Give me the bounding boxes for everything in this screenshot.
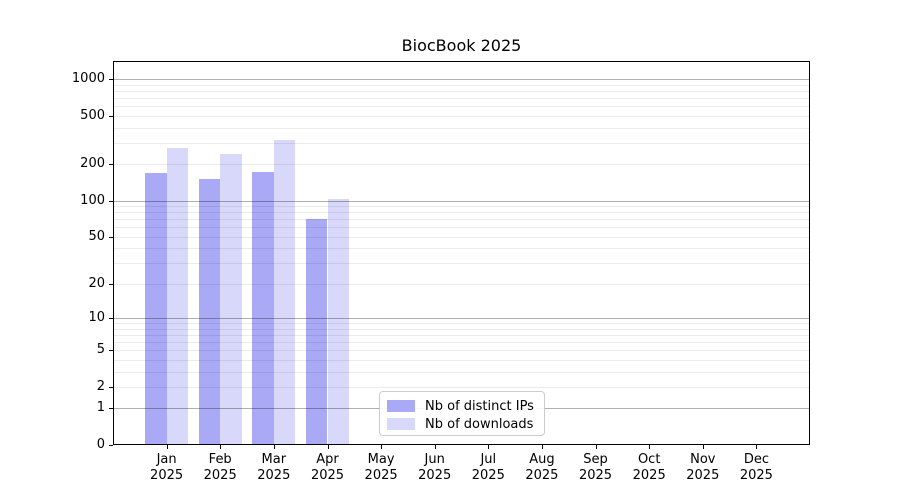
y-tick-label: 2 — [96, 378, 105, 394]
y-tick-label: 10 — [88, 310, 105, 326]
y-tick — [109, 386, 113, 388]
legend-label: Nb of distinct IPs — [425, 398, 534, 414]
x-tick-label-nov: Nov 2025 — [686, 452, 720, 483]
y-tick — [109, 408, 113, 410]
y-tick — [109, 236, 113, 238]
y-tick — [109, 115, 113, 117]
x-tick-label-sep: Sep 2025 — [578, 452, 613, 483]
legend-swatch-downloads — [387, 418, 415, 430]
y-tick-label: 1 — [96, 400, 105, 416]
gridline — [113, 84, 810, 86]
gridline — [113, 91, 810, 92]
bar-nb-of-downloads-jan — [166, 148, 188, 445]
y-tick-label: 5 — [96, 342, 105, 358]
gridline — [113, 127, 810, 129]
legend-item: Nb of distinct IPs — [387, 397, 537, 415]
x-tick — [756, 445, 758, 449]
bar-nb-of-downloads-mar — [273, 139, 296, 445]
y-tick-label: 500 — [80, 107, 105, 123]
y-tick — [109, 164, 113, 166]
bar-nb-of-downloads-feb — [220, 153, 242, 445]
x-tick-label-jul: Jul 2025 — [471, 452, 505, 483]
x-tick — [488, 445, 490, 449]
x-tick-label-aug: Aug 2025 — [525, 452, 559, 483]
y-tick-label: 200 — [80, 156, 105, 172]
gridline — [113, 142, 810, 144]
y-tick-label: 1000 — [71, 71, 105, 87]
gridline — [113, 106, 810, 108]
gridline — [113, 98, 810, 100]
chart-title: BiocBook 2025 — [401, 36, 522, 55]
x-tick-label-may: May 2025 — [364, 452, 398, 483]
x-tick — [381, 445, 383, 449]
y-tick-label: 50 — [88, 228, 105, 244]
bar-nb-of-distinct-ips-feb — [198, 179, 221, 445]
y-tick-label: 0 — [96, 437, 105, 452]
x-tick-label-apr: Apr 2025 — [310, 452, 345, 483]
x-tick — [327, 445, 329, 449]
x-tick-label-feb: Feb 2025 — [203, 452, 237, 483]
x-tick — [166, 445, 168, 449]
bar-nb-of-distinct-ips-jan — [145, 172, 167, 445]
gridline — [113, 79, 810, 81]
y-tick-label: 100 — [80, 192, 105, 208]
y-tick — [109, 200, 113, 202]
x-tick-label-mar: Mar 2025 — [257, 452, 291, 483]
y-tick — [109, 350, 113, 352]
x-tick — [649, 445, 651, 449]
y-tick — [109, 318, 113, 320]
plot-area — [113, 61, 810, 445]
legend-item: Nb of downloads — [387, 415, 537, 433]
x-tick-label-oct: Oct 2025 — [632, 452, 666, 483]
x-tick-label-jun: Jun 2025 — [418, 452, 452, 483]
gridline — [113, 115, 810, 117]
y-tick — [109, 283, 113, 285]
x-tick — [273, 445, 275, 449]
x-tick-label-dec: Dec 2025 — [739, 452, 773, 483]
x-tick-label-jan: Jan 2025 — [150, 452, 184, 483]
x-tick — [541, 445, 543, 449]
legend-swatch-distinct-ips — [387, 400, 415, 412]
y-tick-label: 20 — [88, 275, 105, 291]
gridline — [113, 164, 810, 166]
legend-label: Nb of downloads — [425, 416, 534, 432]
bar-nb-of-distinct-ips-mar — [252, 172, 274, 445]
bar-nb-of-distinct-ips-apr — [306, 219, 328, 445]
y-tick — [109, 79, 113, 81]
x-tick — [220, 445, 222, 449]
x-tick — [595, 445, 597, 449]
x-tick — [702, 445, 704, 449]
legend: Nb of distinct IPs Nb of downloads — [379, 391, 545, 436]
bar-nb-of-downloads-apr — [327, 199, 349, 445]
x-tick — [434, 445, 436, 449]
y-tick — [109, 445, 113, 446]
